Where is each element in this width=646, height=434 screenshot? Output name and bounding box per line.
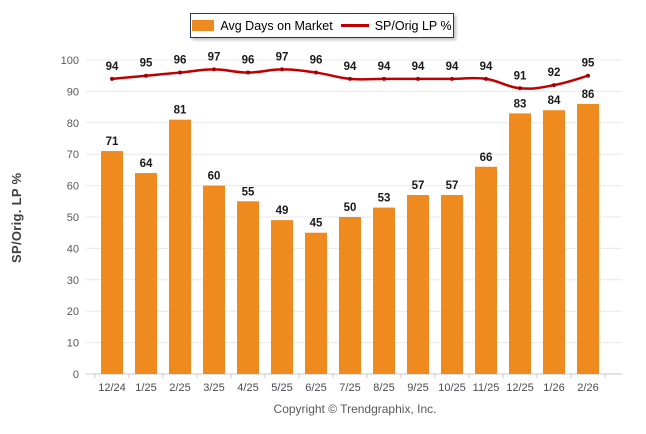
x-axis-label: 3/25 bbox=[203, 382, 224, 394]
bar-value-label: 53 bbox=[378, 193, 391, 205]
line-value-label: 92 bbox=[548, 67, 561, 79]
line-value-label: 95 bbox=[582, 58, 595, 70]
bar bbox=[577, 103, 599, 375]
line-value-label: 94 bbox=[412, 61, 425, 73]
y-tick-label: 10 bbox=[67, 338, 79, 350]
line-marker bbox=[314, 70, 318, 75]
x-axis-label: 2/25 bbox=[169, 382, 190, 394]
line-value-label: 94 bbox=[378, 61, 391, 73]
bar bbox=[441, 195, 463, 374]
y-tick-label: 0 bbox=[73, 369, 79, 381]
legend-line-label: SP/Orig LP % bbox=[374, 18, 452, 33]
bar-value-label: 71 bbox=[106, 136, 119, 148]
line-marker bbox=[416, 76, 420, 81]
bar-value-label: 86 bbox=[582, 89, 595, 101]
line-marker bbox=[552, 83, 556, 88]
bar-value-label: 57 bbox=[446, 180, 459, 192]
line-value-label: 97 bbox=[208, 51, 221, 63]
bar bbox=[407, 195, 429, 374]
bar-value-label: 64 bbox=[140, 158, 153, 170]
line-value-label: 91 bbox=[514, 70, 527, 82]
bar bbox=[203, 185, 225, 374]
bar-value-label: 49 bbox=[276, 205, 289, 217]
bar-value-label: 66 bbox=[480, 152, 493, 164]
line-value-label: 96 bbox=[174, 55, 187, 67]
bar-value-label: 45 bbox=[310, 218, 323, 230]
legend-item-line: SP/Orig LP % bbox=[340, 18, 452, 33]
line-marker bbox=[586, 73, 590, 78]
x-axis-label: 9/25 bbox=[407, 382, 428, 394]
y-tick-label: 60 bbox=[67, 181, 79, 193]
line-marker bbox=[110, 76, 114, 81]
line-marker bbox=[178, 70, 182, 75]
bar bbox=[169, 119, 191, 374]
line-marker bbox=[348, 76, 352, 81]
bar-value-label: 50 bbox=[344, 202, 357, 214]
y-tick-label: 20 bbox=[67, 306, 79, 318]
y-tick-label: 90 bbox=[67, 86, 79, 98]
x-axis-label: 1/26 bbox=[543, 382, 564, 394]
line-value-label: 96 bbox=[310, 55, 323, 67]
bar-value-label: 60 bbox=[208, 171, 221, 183]
line-marker bbox=[382, 76, 386, 81]
y-tick-label: 70 bbox=[67, 149, 79, 161]
x-axis-label: 7/25 bbox=[339, 382, 360, 394]
bar bbox=[271, 220, 293, 374]
x-axis-label: 4/25 bbox=[237, 382, 258, 394]
bar bbox=[101, 151, 123, 374]
bar bbox=[373, 207, 395, 374]
y-tick-label: 30 bbox=[67, 275, 79, 287]
line-marker bbox=[450, 76, 454, 81]
line-value-label: 95 bbox=[140, 58, 153, 70]
y-tick-label: 50 bbox=[67, 212, 79, 224]
line-marker bbox=[484, 76, 488, 81]
line-value-label: 97 bbox=[276, 51, 289, 63]
x-axis-label: 10/25 bbox=[438, 382, 466, 394]
y-tick-label: 100 bbox=[61, 55, 79, 67]
chart-legend: Avg Days on Market SP/Orig LP % bbox=[190, 13, 454, 38]
x-axis-label: 2/26 bbox=[577, 382, 598, 394]
bar-value-label: 55 bbox=[242, 186, 255, 198]
x-axis-label: 5/25 bbox=[271, 382, 292, 394]
y-tick-label: 80 bbox=[67, 118, 79, 130]
line-value-label: 94 bbox=[344, 61, 357, 73]
x-axis-label: 8/25 bbox=[373, 382, 394, 394]
x-axis-label: 6/25 bbox=[305, 382, 326, 394]
line-series-swatch-icon bbox=[340, 24, 369, 27]
line-value-label: 94 bbox=[106, 61, 119, 73]
line-marker bbox=[246, 70, 250, 75]
legend-bar-label: Avg Days on Market bbox=[220, 18, 333, 33]
line-marker bbox=[212, 67, 216, 72]
bar bbox=[237, 201, 259, 374]
bar bbox=[135, 173, 157, 374]
line-value-label: 96 bbox=[242, 55, 255, 67]
bar-value-label: 81 bbox=[174, 105, 187, 117]
bar bbox=[475, 166, 497, 374]
bar bbox=[305, 232, 327, 374]
line-value-label: 94 bbox=[446, 61, 459, 73]
line-marker bbox=[144, 73, 148, 78]
line-marker bbox=[518, 86, 522, 91]
x-axis-label: 12/24 bbox=[98, 382, 126, 394]
y-tick-label: 40 bbox=[67, 243, 79, 255]
legend-item-bar: Avg Days on Market bbox=[192, 18, 333, 33]
bar bbox=[339, 217, 361, 374]
bar-value-label: 57 bbox=[412, 180, 425, 192]
bar-series-swatch-icon bbox=[192, 20, 215, 31]
bar bbox=[543, 110, 565, 375]
copyright-text: Copyright © Trendgraphix, Inc. bbox=[273, 402, 437, 416]
line-value-label: 94 bbox=[480, 61, 493, 73]
y-axis-title: SP/Orig. LP % bbox=[9, 172, 24, 264]
x-axis-label: 11/25 bbox=[473, 382, 500, 394]
bar-value-label: 84 bbox=[548, 95, 561, 107]
bar-value-label: 83 bbox=[514, 98, 527, 110]
x-axis-label: 12/25 bbox=[506, 382, 534, 394]
bar bbox=[509, 113, 531, 374]
x-axis-label: 1/25 bbox=[135, 382, 156, 394]
line-marker bbox=[280, 67, 284, 72]
